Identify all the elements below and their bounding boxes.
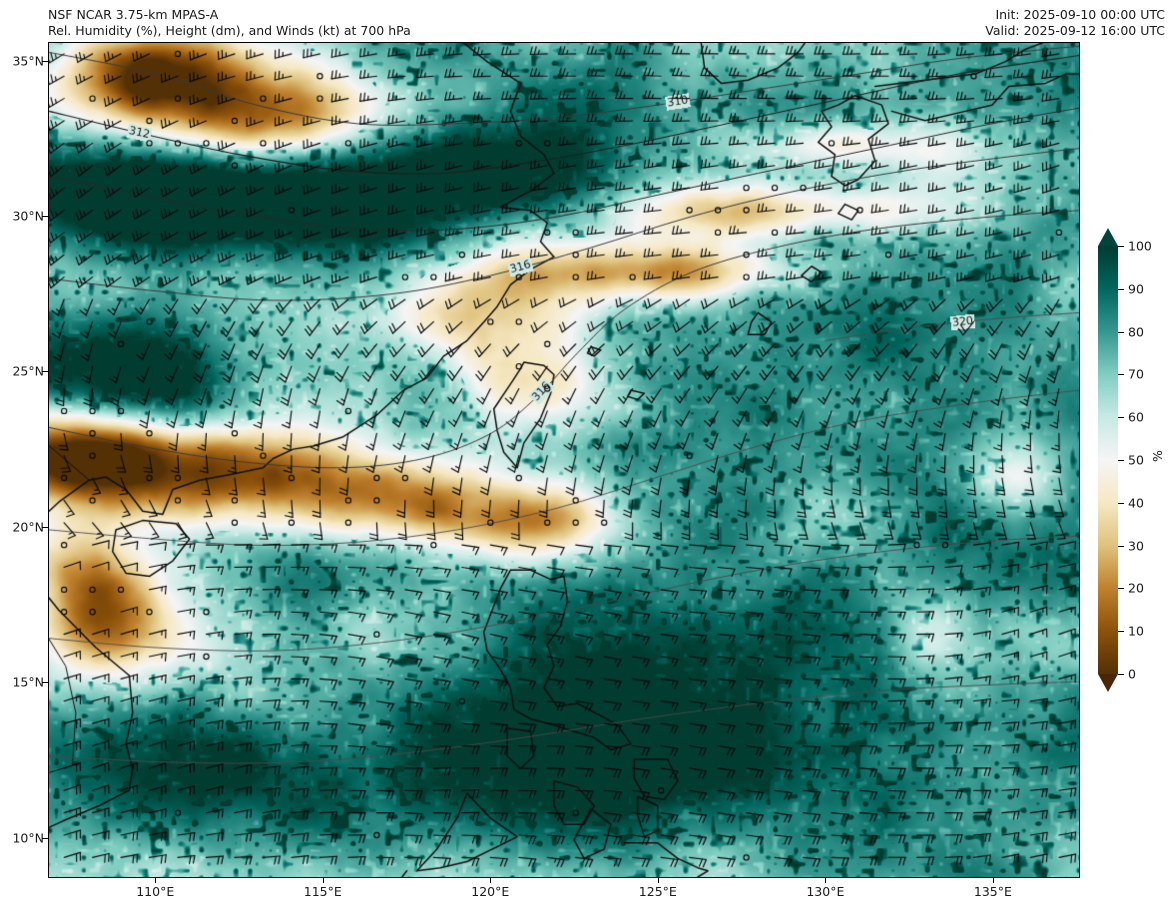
longitude-tick-label: 125°E — [638, 884, 677, 899]
colorbar-unit-label: % — [1150, 450, 1165, 462]
colorbar-tick-mark — [1118, 374, 1124, 376]
colorbar[interactable]: 0 10 20 30 40 50 60 70 80 90 100 — [1098, 228, 1152, 692]
colorbar-tick-label: 70 — [1128, 366, 1144, 382]
colorbar-tick-mark — [1118, 460, 1124, 461]
relative-humidity-map — [49, 43, 1079, 877]
colorbar-tick-label: 40 — [1128, 495, 1144, 511]
latitude-tick-label: 35°N — [12, 53, 44, 69]
longitude-tick-label: 110°E — [136, 884, 175, 899]
longitude-tick-mark — [490, 878, 492, 883]
longitude-tick-mark — [322, 878, 324, 883]
colorbar-tick-mark — [1118, 417, 1124, 419]
colorbar-extend-max-arrow — [1098, 228, 1118, 246]
latitude-tick-mark — [42, 371, 48, 373]
colorbar-tick-label: 80 — [1128, 324, 1144, 340]
colorbar-tick-label: 100 — [1128, 238, 1152, 254]
colorbar-tick-mark — [1118, 631, 1124, 633]
longitude-tick-mark — [657, 878, 659, 883]
colorbar-tick-label: 10 — [1128, 623, 1144, 639]
colorbar-tick-mark — [1118, 545, 1124, 547]
colorbar-tick-mark — [1118, 246, 1124, 247]
latitude-tick-label: 15°N — [12, 674, 44, 690]
colorbar-tick-label: 50 — [1128, 452, 1144, 468]
title-block: NSF NCAR 3.75-km MPAS-A Rel. Humidity (%… — [48, 7, 411, 39]
init-time-label: Init: 2025-09-10 00:00 UTC — [995, 7, 1165, 22]
colorbar-tick-mark — [1118, 502, 1124, 504]
timestamp-block: Init: 2025-09-10 00:00 UTC Valid: 2025-0… — [985, 7, 1165, 39]
longitude-tick-label: 130°E — [806, 884, 845, 899]
latitude-tick-label: 25°N — [12, 363, 44, 379]
longitude-tick-mark — [155, 878, 157, 883]
model-title: NSF NCAR 3.75-km MPAS-A — [48, 7, 219, 22]
latitude-tick-label: 10°N — [12, 830, 44, 846]
latitude-tick-mark — [42, 526, 48, 528]
field-title: Rel. Humidity (%), Height (dm), and Wind… — [48, 23, 411, 38]
latitude-tick-mark — [42, 682, 48, 684]
latitude-tick-label: 20°N — [12, 519, 44, 535]
colorbar-tick-mark — [1118, 674, 1124, 675]
latitude-tick-mark — [42, 60, 48, 62]
longitude-tick-label: 120°E — [471, 884, 510, 899]
longitude-tick-label: 115°E — [303, 884, 342, 899]
colorbar-tick-label: 30 — [1128, 538, 1144, 554]
colorbar-tick-label: 0 — [1128, 666, 1136, 682]
colorbar-tick-label: 60 — [1128, 409, 1144, 425]
longitude-tick-label: 135°E — [973, 884, 1012, 899]
colorbar-tick-label: 20 — [1128, 580, 1144, 596]
latitude-tick-mark — [42, 837, 48, 839]
colorbar-gradient — [1098, 246, 1118, 674]
longitude-tick-mark — [992, 878, 994, 883]
colorbar-tick-mark — [1118, 288, 1124, 290]
colorbar-tick-label: 90 — [1128, 281, 1144, 297]
colorbar-extend-min-arrow — [1098, 674, 1118, 692]
colorbar-tick-mark — [1118, 588, 1124, 590]
latitude-tick-mark — [42, 216, 48, 218]
map-plot-area[interactable] — [48, 42, 1080, 878]
valid-time-label: Valid: 2025-09-12 16:00 UTC — [985, 23, 1165, 38]
colorbar-tick-mark — [1118, 331, 1124, 333]
longitude-tick-mark — [825, 878, 827, 883]
latitude-tick-label: 30°N — [12, 208, 44, 224]
